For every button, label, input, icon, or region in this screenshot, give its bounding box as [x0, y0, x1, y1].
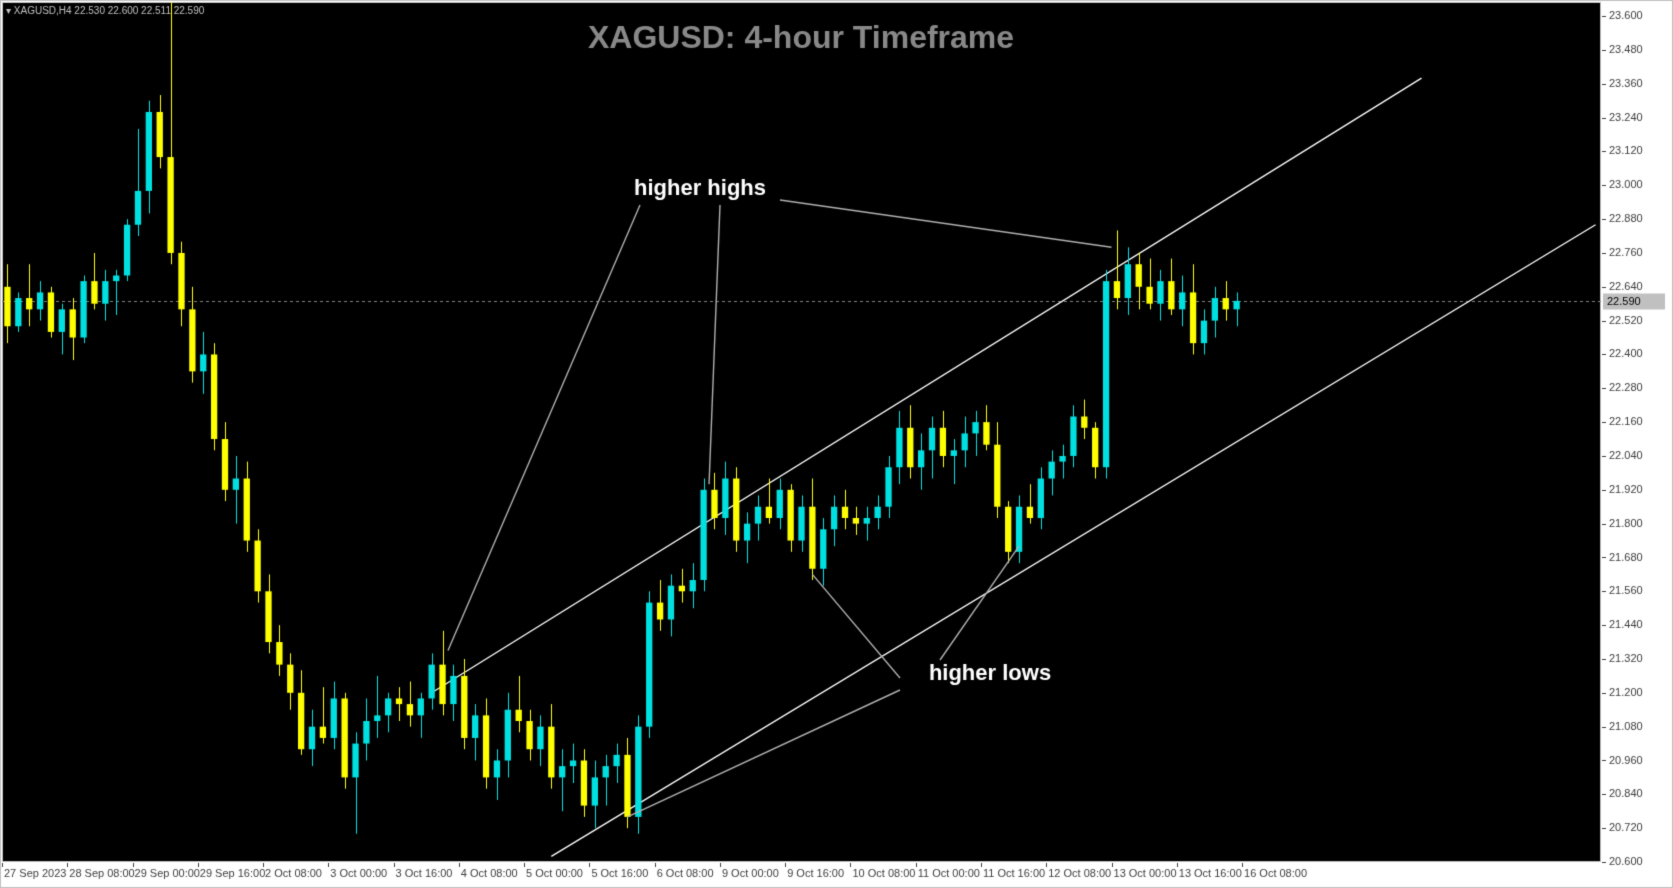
chart-container: XAGUSD,H4 22.530 22.600 22.511 22.590 XA… — [0, 0, 1673, 888]
candlestick-chart[interactable] — [0, 0, 1673, 888]
